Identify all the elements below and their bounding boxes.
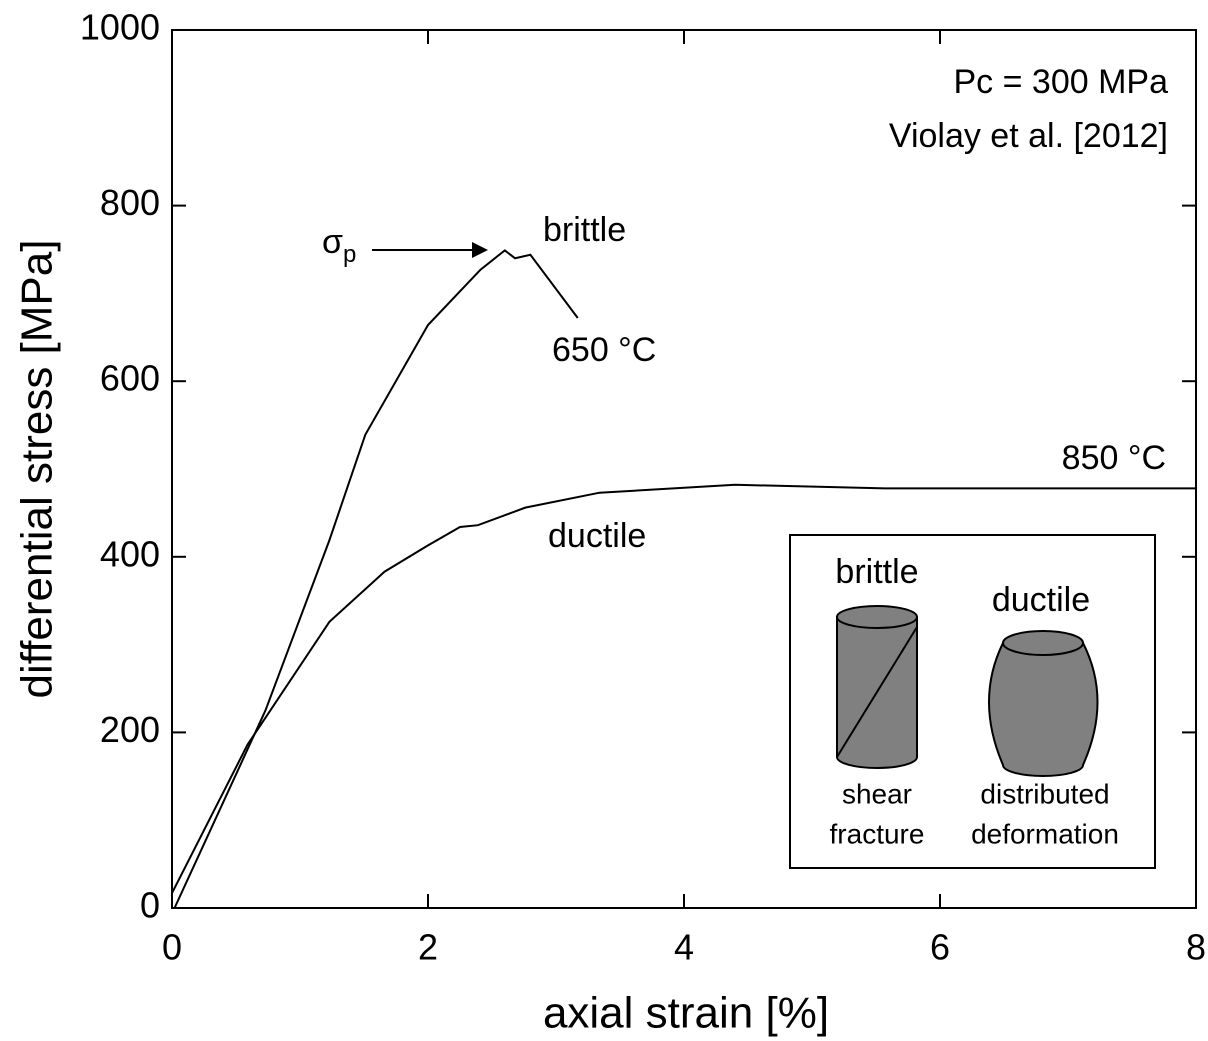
inset-caption: shear bbox=[842, 778, 912, 809]
y-tick-label: 200 bbox=[100, 709, 160, 750]
brittle-label: brittle bbox=[543, 211, 626, 249]
series-label: 650 °C bbox=[552, 331, 656, 369]
x-tick-label: 4 bbox=[674, 927, 694, 968]
ductile-barrel-top bbox=[1002, 630, 1084, 656]
ductile-label: ductile bbox=[548, 517, 646, 555]
x-tick-label: 8 bbox=[1186, 927, 1206, 968]
peak-symbol: σ bbox=[322, 223, 343, 261]
y-axis-title: differential stress [MPa] bbox=[13, 240, 62, 699]
inset: brittle ductile shear fracture distribut… bbox=[789, 534, 1156, 869]
y-tick-label: 400 bbox=[100, 533, 160, 574]
y-tick-label: 800 bbox=[100, 182, 160, 223]
shear-plane bbox=[836, 626, 918, 758]
inset-ductile-title: ductile bbox=[992, 581, 1090, 619]
y-tick-label: 600 bbox=[100, 358, 160, 399]
source-note: Violay et al. [2012] bbox=[889, 117, 1168, 155]
inset-caption: fracture bbox=[830, 818, 925, 849]
curve bbox=[171, 483, 1196, 894]
inset-brittle-title: brittle bbox=[835, 553, 918, 591]
conditions-note: Pc = 300 MPa bbox=[953, 63, 1168, 101]
x-axis-title: axial strain [%] bbox=[543, 989, 829, 1038]
brittle-cylinder-top bbox=[836, 605, 918, 629]
curve bbox=[173, 249, 579, 909]
inset-caption: distributed bbox=[980, 778, 1109, 809]
series-label: 850 °C bbox=[1062, 439, 1166, 477]
peak-subscript: p bbox=[343, 241, 356, 268]
peak-label: σp bbox=[322, 223, 356, 268]
x-tick-label: 6 bbox=[930, 927, 950, 968]
y-tick-label: 0 bbox=[140, 885, 160, 926]
x-tick-label: 0 bbox=[162, 927, 182, 968]
inset-caption: deformation bbox=[971, 818, 1119, 849]
ductile-barrel bbox=[988, 642, 1099, 777]
x-tick-label: 2 bbox=[418, 927, 438, 968]
peak-arrowhead bbox=[472, 242, 488, 258]
y-tick-label: 1000 bbox=[80, 7, 160, 48]
